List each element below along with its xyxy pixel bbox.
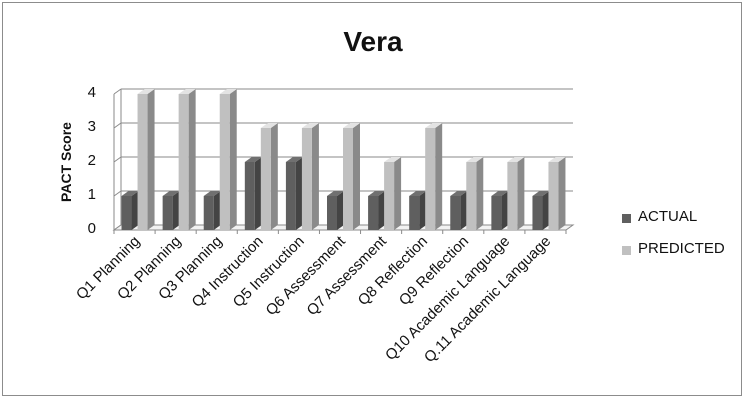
bar-actual-side [337, 191, 344, 230]
bar-predicted [548, 162, 559, 230]
bar-actual [450, 196, 461, 230]
legend-swatch-actual [622, 214, 631, 223]
bar-predicted-top [507, 157, 525, 162]
bar-predicted [507, 162, 518, 230]
bar-actual [203, 196, 214, 230]
y-tick-label: 1 [87, 186, 96, 203]
bar-predicted-top [178, 89, 196, 94]
bar-predicted-side [147, 89, 155, 230]
bar-predicted-side [188, 89, 196, 230]
bar-actual-side [501, 191, 509, 230]
bar-predicted-top [219, 89, 237, 94]
bar-predicted-side [229, 89, 237, 230]
bar-predicted [466, 162, 477, 230]
bar-predicted-side [517, 157, 525, 230]
bar-predicted-side [270, 123, 278, 230]
gridline-side [113, 122, 122, 129]
bar-predicted [260, 128, 271, 230]
bar-actual-top [409, 191, 427, 196]
x-tick-label: Q5 Instruction [230, 233, 308, 311]
y-tick-label: 3 [87, 118, 96, 135]
bar-actual-side [460, 191, 468, 230]
bar-actual-side [213, 191, 221, 230]
bar-actual-side [378, 191, 386, 230]
bar-predicted-top [548, 157, 566, 162]
bar-predicted-side [435, 123, 443, 230]
legend-swatch-predicted [622, 246, 631, 255]
bar-actual-top [368, 191, 386, 196]
bar-predicted-side [394, 157, 402, 230]
bar-predicted-top [384, 157, 402, 162]
bar-predicted [343, 128, 353, 230]
bar-actual-top [244, 157, 262, 162]
bar-predicted-top [466, 157, 484, 162]
bar-predicted-top [343, 123, 360, 128]
bar-actual-side [542, 191, 550, 230]
bar-actual-top [285, 157, 303, 162]
bar-actual-top [532, 191, 550, 196]
bar-predicted [425, 128, 436, 230]
gridline-side [113, 156, 122, 163]
chart-title: Vera [343, 26, 403, 57]
y-tick-label: 0 [87, 220, 96, 237]
bar-actual [285, 162, 296, 230]
bar-predicted [301, 128, 312, 230]
bar-predicted [384, 162, 395, 230]
bar-actual [327, 196, 337, 230]
bar-actual-side [295, 157, 303, 230]
bar-actual [162, 196, 173, 230]
y-tick-label: 2 [87, 152, 96, 169]
gridline-side [113, 88, 122, 95]
bar-predicted-side [476, 157, 484, 230]
legend-label-actual: ACTUAL [638, 208, 698, 225]
bar-predicted-top [425, 123, 443, 128]
x-tick-label: Q4 Instruction [189, 233, 267, 311]
bar-actual-top [162, 191, 180, 196]
bar-actual-top [450, 191, 468, 196]
y-tick-label: 4 [87, 84, 96, 101]
bar-actual-top [491, 191, 509, 196]
bar-actual-top [327, 191, 344, 196]
gridline-side [113, 190, 122, 197]
bar-actual [244, 162, 255, 230]
bar-actual-top [203, 191, 221, 196]
bar-actual-side [131, 191, 139, 230]
bar-predicted [178, 94, 189, 230]
bar-actual [409, 196, 420, 230]
bar-predicted-side [311, 123, 319, 230]
bar-predicted-side [353, 123, 360, 230]
bar-actual [368, 196, 379, 230]
bar-actual [491, 196, 502, 230]
legend-label-predicted: PREDICTED [638, 240, 725, 257]
bar-predicted [219, 94, 230, 230]
bar-predicted-top [137, 89, 155, 94]
bar-predicted-top [260, 123, 278, 128]
bar-actual [532, 196, 543, 230]
bar-predicted-side [558, 157, 566, 230]
bar-actual-top [121, 191, 139, 196]
bar-actual-side [172, 191, 180, 230]
bar-predicted-top [301, 123, 319, 128]
bar-actual [121, 196, 132, 230]
bar-predicted [137, 94, 148, 230]
bar-actual-side [419, 191, 427, 230]
bar-actual-side [254, 157, 262, 230]
